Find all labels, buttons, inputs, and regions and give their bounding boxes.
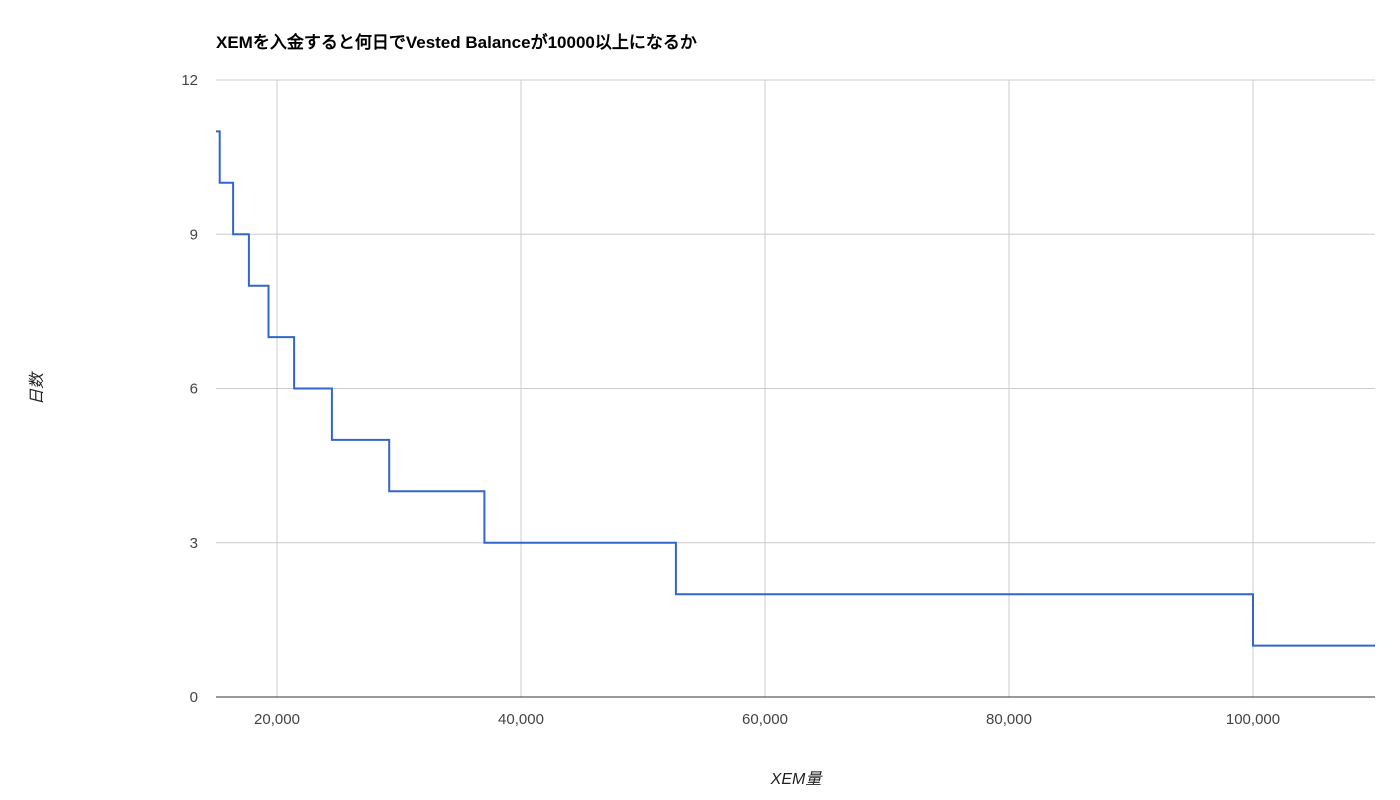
y-tick-label: 9 bbox=[190, 226, 198, 243]
series-line bbox=[216, 130, 1375, 647]
x-tick-label: 80,000 bbox=[986, 711, 1032, 728]
series-layer bbox=[216, 130, 1375, 647]
chart-title: XEMを入金すると何日でVested Balanceが10000以上になるか bbox=[216, 32, 697, 52]
gridlines bbox=[216, 79, 1375, 697]
x-tick-label: 100,000 bbox=[1226, 711, 1280, 728]
y-axis-tick-labels: 0 3 6 9 12 bbox=[181, 72, 198, 706]
x-tick-label: 40,000 bbox=[498, 711, 544, 728]
y-tick-label: 12 bbox=[181, 72, 198, 89]
x-axis-title: XEM量 bbox=[770, 771, 824, 788]
y-tick-label: 0 bbox=[190, 689, 198, 706]
y-axis-title: 日数 bbox=[28, 371, 46, 405]
y-tick-label: 3 bbox=[190, 535, 198, 552]
x-tick-label: 60,000 bbox=[742, 711, 788, 728]
y-tick-label: 6 bbox=[190, 381, 198, 398]
x-tick-label: 20,000 bbox=[254, 711, 300, 728]
x-axis-tick-labels: 20,000 40,000 60,000 80,000 100,000 bbox=[254, 711, 1280, 728]
